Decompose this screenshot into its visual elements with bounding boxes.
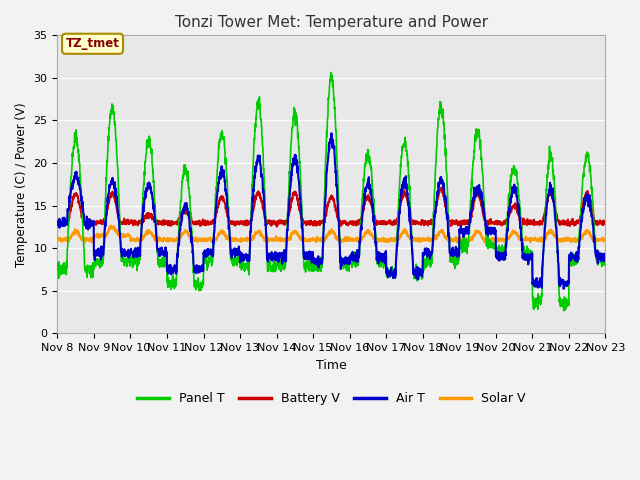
Solar V (360, 234, 367, 240)
Solar V (491, 237, 499, 243)
Air T (602, 255, 609, 261)
Solar V (554, 236, 561, 242)
Battery V (54, 218, 61, 224)
Battery V (602, 219, 609, 225)
Air T (560, 286, 568, 292)
Panel T (206, 256, 214, 262)
Air T (491, 225, 499, 230)
Air T (348, 251, 355, 257)
Line: Solar V: Solar V (58, 226, 605, 243)
Title: Tonzi Tower Met: Temperature and Power: Tonzi Tower Met: Temperature and Power (175, 15, 488, 30)
Panel T (348, 257, 355, 263)
Panel T (602, 260, 609, 266)
Panel T (327, 70, 335, 75)
Solar V (569, 236, 577, 242)
Line: Air T: Air T (58, 133, 605, 289)
Panel T (569, 254, 577, 260)
Battery V (554, 217, 561, 223)
Panel T (560, 308, 568, 313)
Panel T (491, 243, 499, 249)
Battery V (360, 207, 367, 213)
Panel T (54, 261, 61, 266)
Text: TZ_tmet: TZ_tmet (66, 37, 120, 50)
Y-axis label: Temperature (C) / Power (V): Temperature (C) / Power (V) (15, 102, 28, 267)
Solar V (454, 240, 461, 246)
Battery V (438, 185, 445, 191)
Solar V (107, 223, 115, 228)
Panel T (360, 184, 367, 190)
Air T (360, 204, 367, 209)
X-axis label: Time: Time (316, 359, 347, 372)
Battery V (206, 221, 214, 227)
Air T (569, 255, 577, 261)
Battery V (273, 224, 281, 229)
Air T (206, 247, 214, 253)
Air T (328, 131, 335, 136)
Battery V (569, 216, 577, 222)
Line: Battery V: Battery V (58, 188, 605, 227)
Air T (553, 240, 561, 246)
Air T (54, 219, 61, 225)
Solar V (54, 235, 61, 240)
Solar V (207, 235, 214, 240)
Solar V (348, 236, 355, 242)
Line: Panel T: Panel T (58, 72, 605, 311)
Battery V (491, 221, 499, 227)
Battery V (348, 221, 355, 227)
Panel T (553, 235, 561, 241)
Solar V (602, 236, 609, 242)
Legend: Panel T, Battery V, Air T, Solar V: Panel T, Battery V, Air T, Solar V (132, 387, 531, 410)
